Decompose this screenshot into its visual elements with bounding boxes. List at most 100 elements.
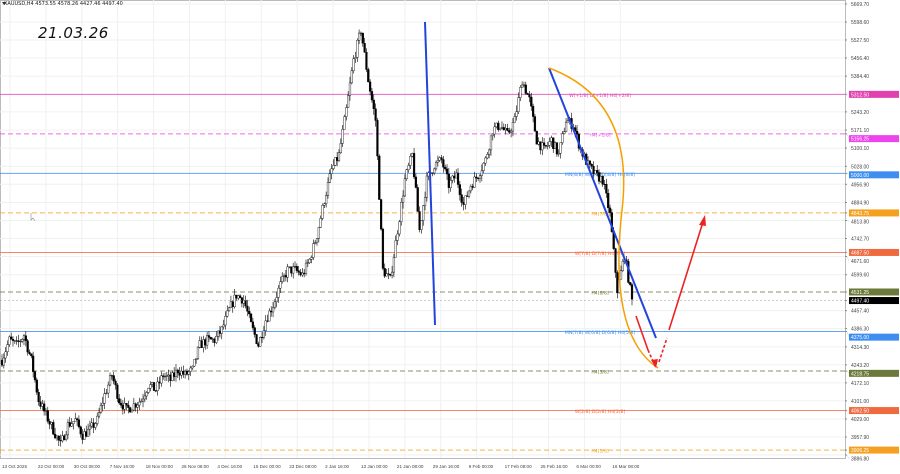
candle [561, 133, 564, 143]
candle [469, 186, 472, 192]
candle [484, 157, 487, 164]
candle [260, 337, 264, 339]
candle [466, 195, 469, 197]
candle [198, 340, 201, 348]
price-tick-label: 5384.40 [851, 74, 869, 80]
candle [149, 384, 152, 389]
candle [590, 163, 593, 167]
candle [506, 128, 509, 131]
candle [108, 375, 112, 386]
price-tick-label: 5598.60 [851, 20, 869, 26]
candle [436, 160, 439, 163]
candle [39, 401, 42, 407]
candle [46, 410, 49, 422]
candle [400, 202, 403, 222]
candle [401, 195, 405, 203]
candle [330, 168, 333, 174]
candle [515, 111, 518, 117]
candle [121, 404, 124, 410]
candle [66, 422, 70, 436]
candle [101, 402, 104, 406]
candle [464, 195, 467, 205]
candle [295, 266, 298, 271]
candle [332, 165, 335, 169]
candle [456, 172, 460, 185]
candle [266, 320, 269, 322]
arc-projection [548, 67, 659, 369]
candle [616, 272, 619, 294]
time-tick-label: 6 Mar 00:00 [576, 464, 601, 469]
time-tick-label: 25 Feb 16:00 [541, 464, 569, 469]
candle [255, 334, 258, 344]
candle [26, 340, 29, 353]
candle [4, 351, 7, 359]
candle [597, 172, 601, 182]
chart-menu-icon [2, 2, 6, 5]
candle [107, 384, 110, 394]
candle [81, 433, 84, 440]
candle [444, 167, 447, 170]
candle [143, 395, 146, 400]
candle [376, 120, 379, 157]
candle [370, 91, 374, 101]
time-tick-label: 9 Feb 00:00 [469, 464, 494, 469]
candle [374, 108, 377, 121]
level-price-value: 4062.50 [851, 409, 869, 415]
candle [508, 130, 511, 133]
level-price-value: 4687.50 [851, 250, 869, 256]
candle [486, 154, 489, 159]
candle [513, 116, 516, 123]
candle [489, 135, 493, 151]
candle [2, 357, 5, 366]
candle [449, 180, 452, 188]
candle [381, 228, 385, 269]
candle [167, 374, 170, 377]
candle [204, 339, 207, 346]
candle [352, 58, 355, 71]
candle [445, 168, 449, 175]
candle [118, 398, 121, 404]
candle [145, 392, 148, 397]
level-price-box [849, 446, 899, 454]
candle [8, 336, 11, 345]
murrey-level-label: H4[7/8] [591, 211, 609, 217]
murrey-level-label: H4[+1/8] [589, 132, 610, 138]
candle [35, 379, 38, 393]
price-label-leader [846, 173, 850, 175]
candle [434, 162, 438, 170]
candle [372, 99, 375, 109]
candle [359, 32, 363, 34]
time-tick-label: 17 Feb 08:00 [505, 464, 533, 469]
candle [334, 157, 337, 166]
candle [403, 178, 407, 197]
candle [116, 384, 119, 399]
candle [163, 376, 167, 378]
candle [387, 273, 390, 275]
candle [383, 268, 386, 277]
candle [0, 359, 4, 366]
candle [72, 421, 75, 424]
candle [599, 176, 602, 182]
candle [304, 262, 308, 274]
candle [310, 257, 313, 260]
candle [273, 301, 276, 308]
candle [152, 382, 156, 391]
candle [343, 116, 346, 130]
time-tick-label: 7 Nov 16:00 [110, 464, 135, 469]
candle [21, 339, 24, 342]
level-price-box [849, 209, 899, 217]
candle [605, 184, 608, 194]
candle [43, 403, 46, 412]
candle [83, 431, 86, 440]
candle [184, 371, 187, 375]
candle [345, 107, 348, 117]
candle [173, 372, 176, 377]
candle [227, 307, 231, 312]
candle [94, 423, 97, 428]
level-price-value: 5000.00 [851, 173, 869, 179]
candle [189, 367, 192, 372]
candle [299, 271, 302, 276]
candle [96, 415, 99, 424]
price-tick-label: 4742.70 [851, 236, 869, 242]
